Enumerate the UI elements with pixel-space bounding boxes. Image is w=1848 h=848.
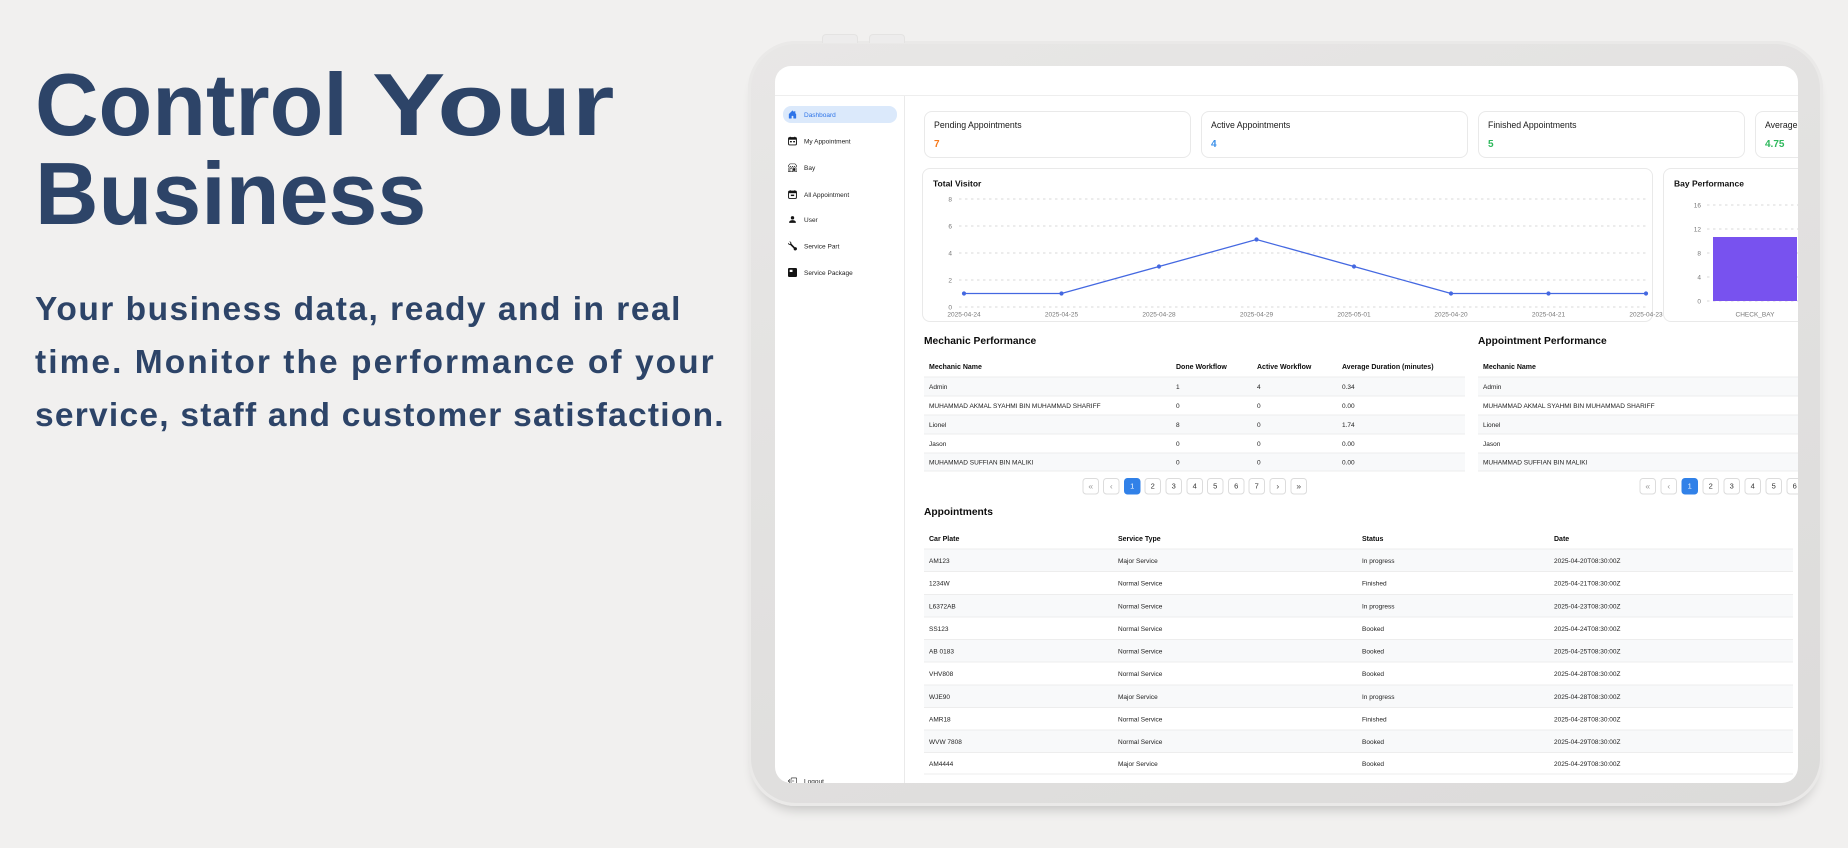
svg-text:CHECK_BAY: CHECK_BAY bbox=[1736, 312, 1776, 319]
svg-text:6: 6 bbox=[948, 224, 952, 231]
svg-text:8: 8 bbox=[948, 197, 952, 204]
svg-text:2025-04-21: 2025-04-21 bbox=[1532, 312, 1566, 319]
svg-text:8: 8 bbox=[1697, 251, 1701, 258]
svg-text:2025-04-24: 2025-04-24 bbox=[947, 312, 981, 319]
svg-text:4: 4 bbox=[948, 251, 952, 258]
svg-text:12: 12 bbox=[1694, 227, 1702, 234]
svg-text:2025-05-01: 2025-05-01 bbox=[1337, 312, 1371, 319]
svg-text:4: 4 bbox=[1697, 275, 1701, 282]
svg-text:2025-04-28: 2025-04-28 bbox=[1142, 312, 1176, 319]
svg-text:2025-04-20: 2025-04-20 bbox=[1434, 312, 1468, 319]
svg-text:0: 0 bbox=[948, 305, 952, 312]
svg-text:2: 2 bbox=[948, 278, 952, 285]
svg-text:2025-04-23: 2025-04-23 bbox=[1629, 312, 1663, 319]
svg-text:2025-04-25: 2025-04-25 bbox=[1045, 312, 1079, 319]
svg-text:0: 0 bbox=[1697, 299, 1701, 306]
svg-text:2025-04-29: 2025-04-29 bbox=[1240, 312, 1274, 319]
svg-text:16: 16 bbox=[1694, 203, 1702, 210]
